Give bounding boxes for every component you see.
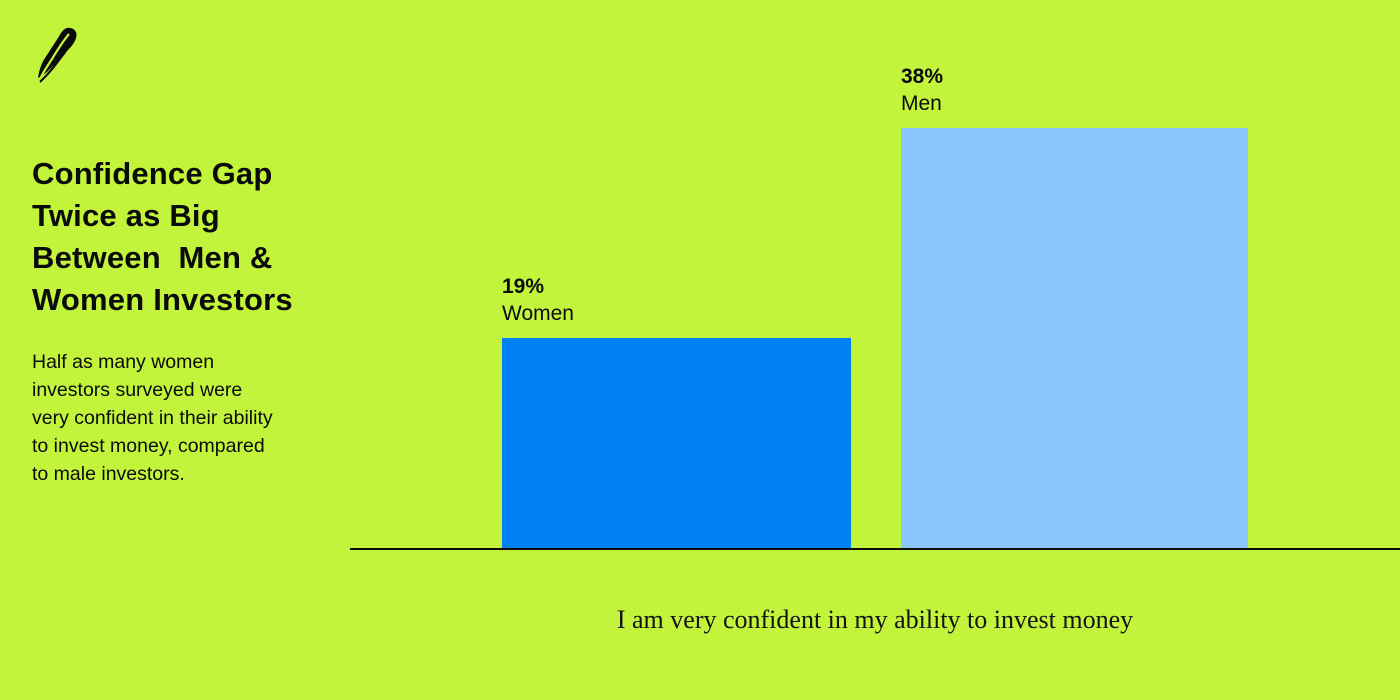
x-axis-line	[350, 548, 1400, 550]
bar-label-men: 38% Men	[901, 64, 943, 117]
bar-value-women: 19%	[502, 275, 545, 298]
robinhood-feather-logo-icon	[38, 27, 77, 83]
bar-category-women: Women	[502, 301, 574, 325]
page-title: Confidence Gap Twice as Big Between Men …	[32, 156, 293, 317]
bar-men	[901, 128, 1248, 548]
bar-group-men: 38% Men	[901, 0, 1248, 700]
bar-group-women: 19% Women	[502, 0, 851, 700]
x-axis-label: I am very confident in my ability to inv…	[616, 605, 1134, 634]
bar-label-women: 19% Women	[502, 274, 574, 327]
bar-category-men: Men	[901, 91, 942, 115]
bar-women	[502, 338, 851, 548]
bar-value-men: 38%	[901, 65, 944, 88]
page-subtitle: Half as many women investors surveyed we…	[32, 351, 273, 485]
